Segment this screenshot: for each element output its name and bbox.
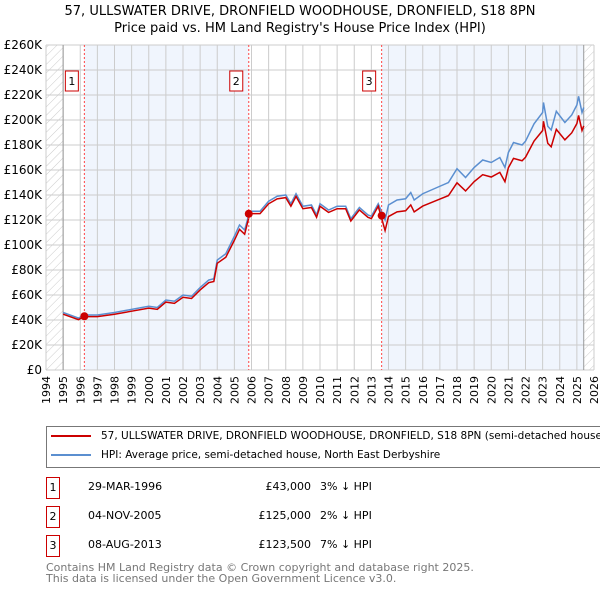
sale-point: [244, 209, 253, 218]
x-tick-label: 1996: [74, 376, 87, 404]
footer-copyright: Contains HM Land Registry data © Crown c…: [46, 561, 474, 574]
chart-title: 57, ULLSWATER DRIVE, DRONFIELD WOODHOUSE…: [64, 4, 536, 19]
sale-row-1: 1 29-MAR-1996 £43,000 3% ↓ HPI: [46, 477, 446, 499]
x-tick-label: 2000: [143, 376, 156, 404]
x-tick-label: 1994: [40, 376, 53, 404]
sale-point: [80, 312, 89, 321]
y-tick-label: £120K: [4, 213, 44, 227]
x-tick-label: 2020: [485, 376, 498, 404]
price-chart: 1994 1995 1996 1997 1998 1999 2000 2001 2002 2003…: [4, 38, 600, 404]
x-tick-label: 2022: [520, 376, 533, 404]
sale-badge: 3: [46, 535, 60, 557]
sale-label: 3: [366, 75, 373, 88]
x-tick-label: 2011: [331, 376, 344, 404]
sale-price: £43,000: [265, 480, 312, 493]
sale-hpi: 3% ↓ HPI: [320, 480, 372, 493]
y-tick-label: £20K: [11, 338, 43, 352]
sale-point: [377, 211, 386, 220]
x-tick-label: 2018: [451, 376, 464, 404]
y-tick-label: £260K: [4, 38, 44, 52]
x-tick-label: 2002: [177, 376, 190, 404]
y-tick-label: £180K: [4, 138, 44, 152]
x-tick-label: 2006: [246, 376, 259, 404]
x-tick-label: 2015: [400, 376, 413, 404]
x-tick-label: 1995: [57, 376, 70, 404]
x-tick-label: 1998: [109, 376, 122, 404]
y-tick-label: £40K: [11, 313, 43, 327]
y-tick-label: £140K: [4, 188, 44, 202]
x-tick-label: 2010: [314, 376, 327, 404]
shaded-region: [381, 45, 584, 370]
x-tick-label: 1997: [91, 376, 104, 404]
x-tick-label: 2007: [263, 376, 276, 404]
y-tick-label: £160K: [4, 163, 44, 177]
hatched-region: [46, 45, 64, 370]
sale-hpi: 2% ↓ HPI: [320, 509, 372, 522]
x-tick-label: 2021: [502, 376, 515, 404]
property-price-line: [62, 115, 585, 321]
sale-price: £125,000: [258, 509, 312, 522]
sale-label-box: [229, 70, 244, 92]
x-tick-label: 2024: [554, 376, 567, 404]
x-tick-label: 2025: [571, 376, 584, 404]
y-tick-label: £0: [27, 363, 42, 377]
sale-date: 04-NOV-2005: [88, 509, 162, 522]
hpi-line: [62, 96, 585, 319]
sale-date: 29-MAR-1996: [88, 480, 163, 493]
x-tick-label: 2009: [297, 376, 310, 404]
x-tick-label: 2013: [365, 376, 378, 404]
sale-row-2: 2 04-NOV-2005 £125,000 2% ↓ HPI: [46, 506, 446, 528]
shaded-region: [84, 45, 249, 370]
sale-label: 2: [233, 75, 240, 88]
x-tick-label: 2017: [434, 376, 447, 404]
x-tick-label: 2023: [537, 376, 550, 404]
x-tick-label: 2008: [280, 376, 293, 404]
legend-blue-line: [51, 454, 91, 456]
y-tick-label: £220K: [4, 88, 44, 102]
x-tick-label: 2012: [348, 376, 361, 404]
y-tick-label: £80K: [11, 263, 43, 277]
x-tick-label: 2016: [417, 376, 430, 404]
x-tick-label: 2004: [211, 376, 224, 404]
legend: 57, ULLSWATER DRIVE, DRONFIELD WOODHOUSE…: [46, 426, 600, 468]
footer-licence: This data is licensed under the Open Gov…: [46, 572, 397, 585]
sale-date: 08-AUG-2013: [88, 538, 162, 551]
sale-label: 1: [68, 75, 75, 88]
y-tick-label: £60K: [11, 288, 43, 302]
x-tick-label: 2003: [194, 376, 207, 404]
sale-price: £123,500: [258, 538, 312, 551]
x-tick-label: 2001: [160, 376, 173, 404]
y-tick-label: £100K: [4, 238, 44, 252]
legend-hpi: HPI: Average price, semi-detached house,…: [101, 449, 441, 461]
legend-red-line: [51, 435, 91, 437]
y-tick-label: £240K: [4, 63, 44, 77]
x-tick-label: 2019: [468, 376, 481, 404]
sale-label-box: [64, 70, 79, 92]
sale-label-box: [362, 70, 377, 92]
legend-property: 57, ULLSWATER DRIVE, DRONFIELD WOODHOUSE…: [101, 430, 600, 442]
sale-badge: 2: [46, 506, 60, 528]
y-tick-label: £200K: [4, 113, 44, 127]
sale-badge: 1: [46, 477, 60, 499]
x-tick-label: 1999: [126, 376, 139, 404]
x-tick-label: 2014: [383, 376, 396, 404]
sale-hpi: 7% ↓ HPI: [320, 538, 372, 551]
x-tick-label: 2005: [228, 376, 241, 404]
x-tick-label: 2026: [588, 376, 600, 404]
chart-subtitle: Price paid vs. HM Land Registry's House …: [114, 21, 486, 36]
hatched-region: [583, 45, 594, 370]
sale-row-3: 3 08-AUG-2013 £123,500 7% ↓ HPI: [46, 535, 446, 557]
